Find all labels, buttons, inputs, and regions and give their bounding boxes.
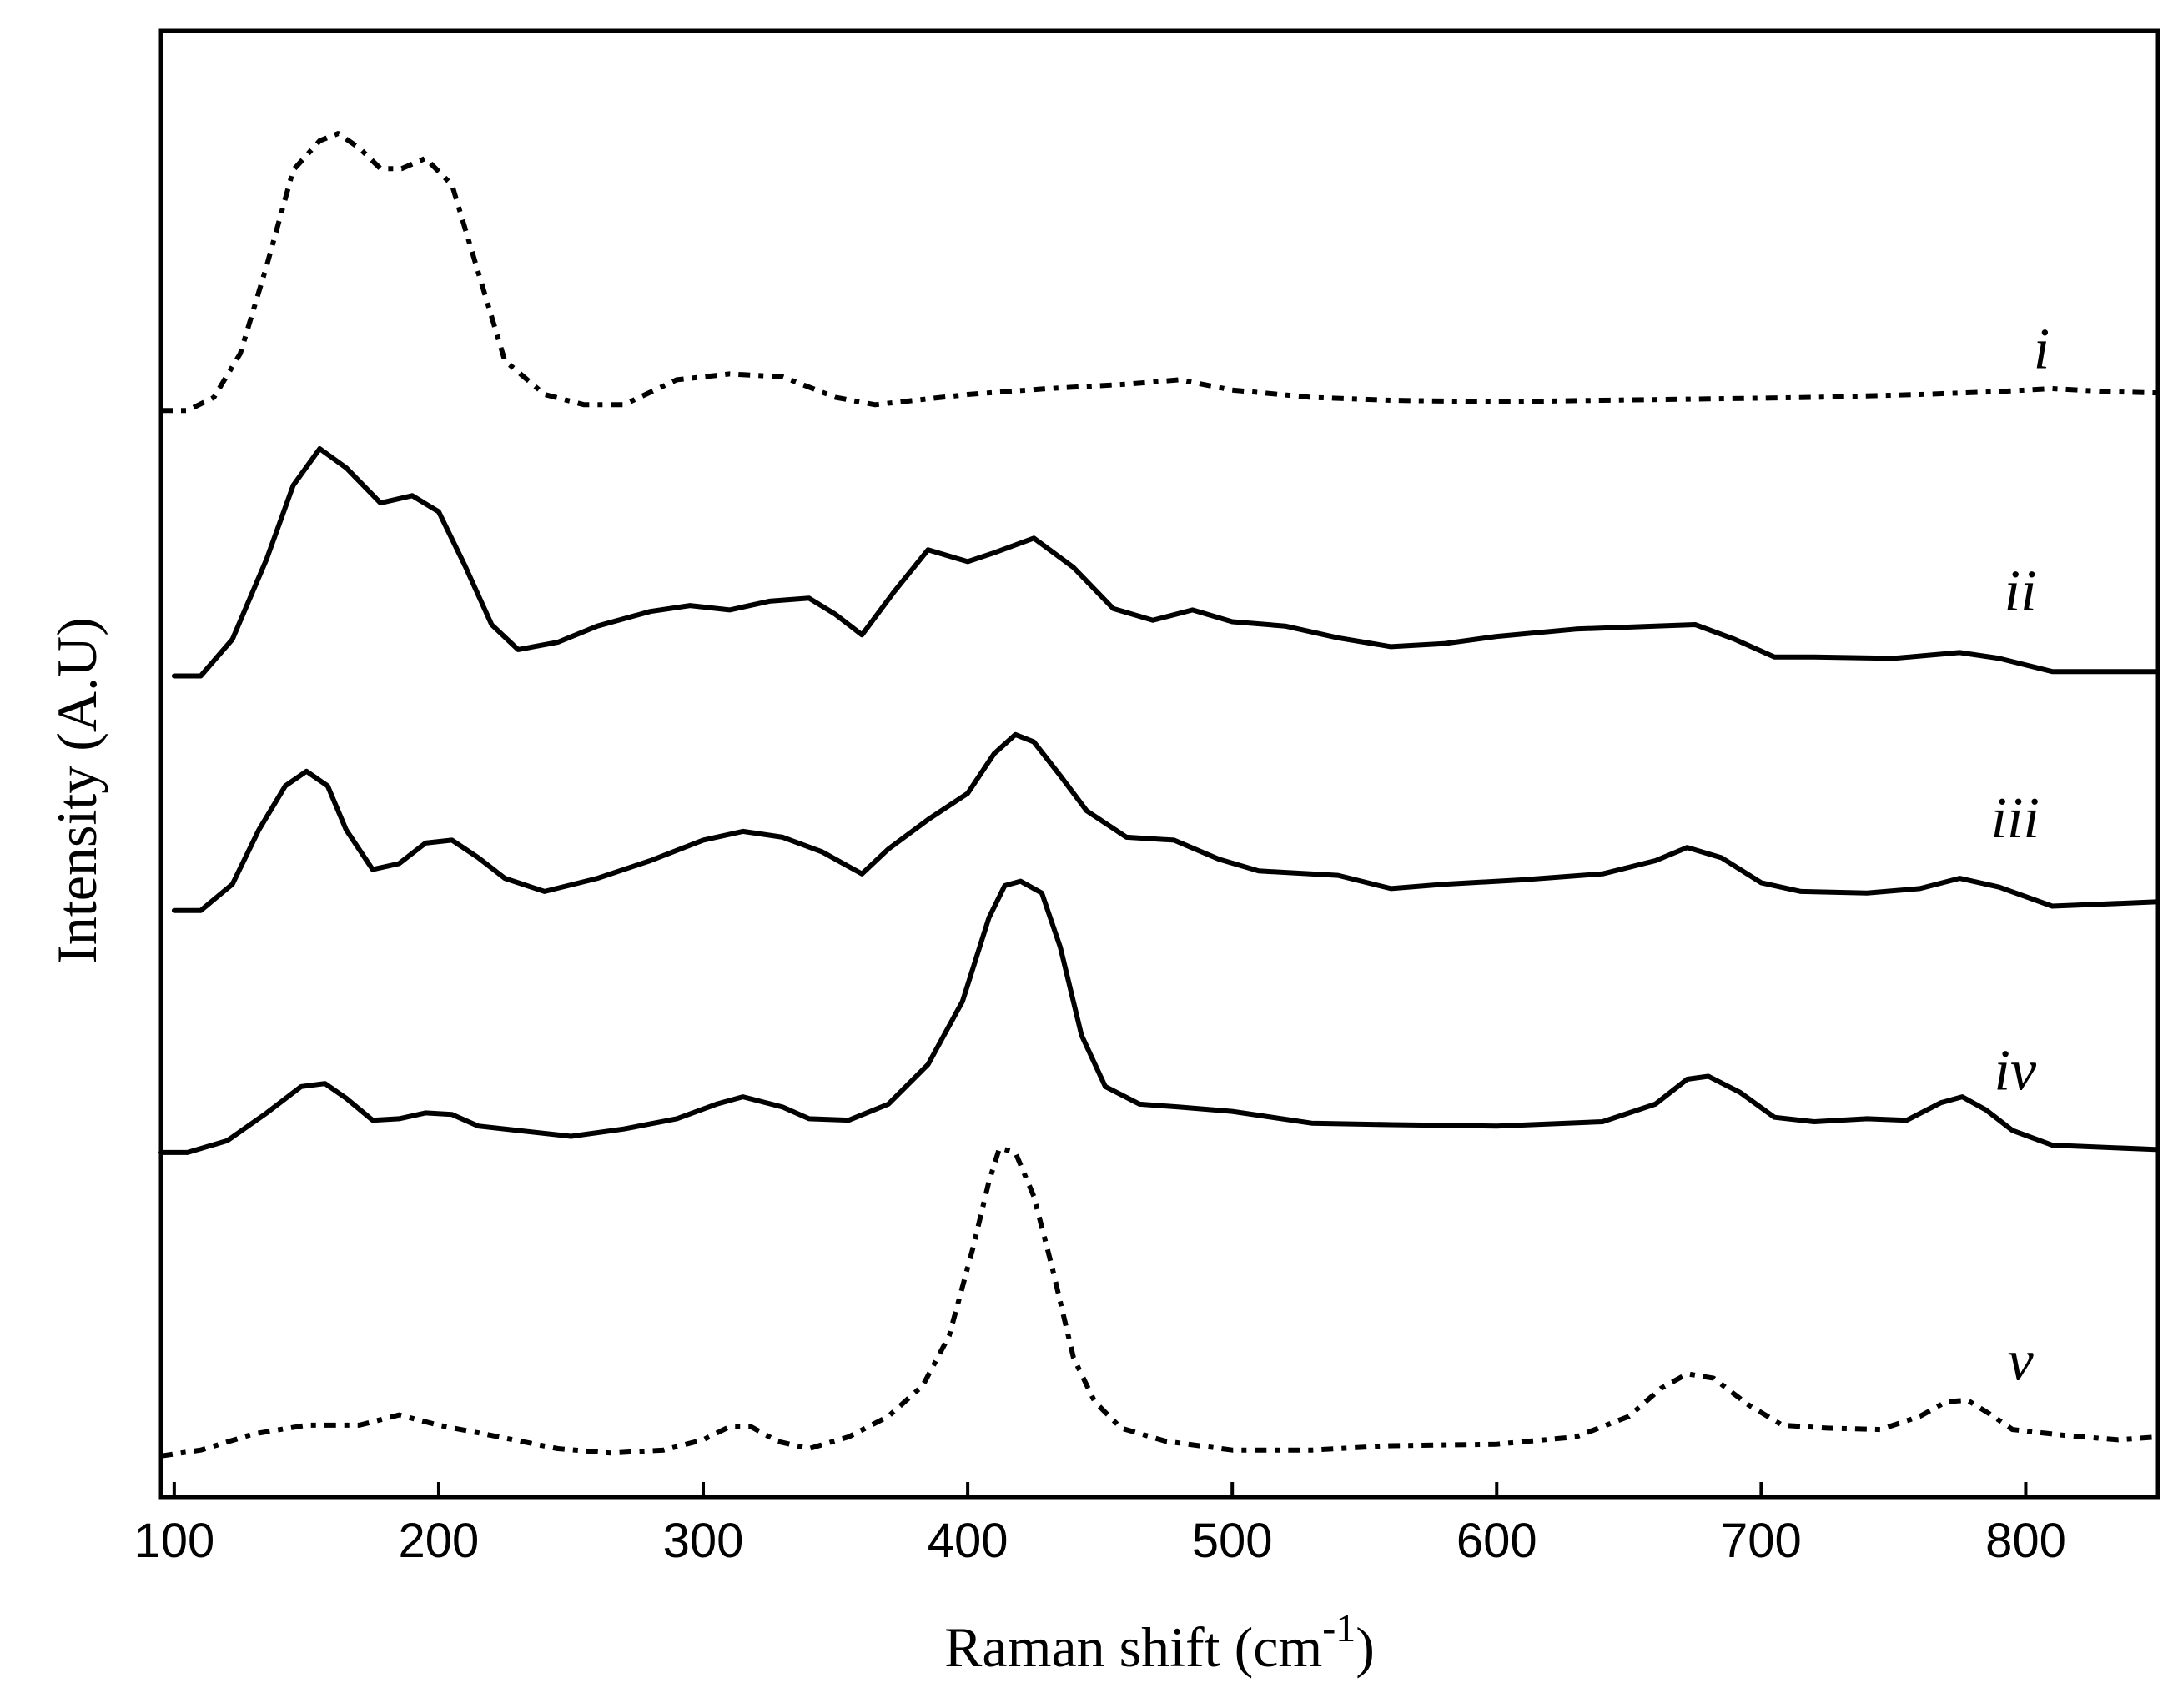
series-line-iv [158, 878, 2160, 1155]
x-axis-title-close: ) [1356, 1615, 1375, 1679]
x-axis-title-text: Raman shift (cm [944, 1615, 1322, 1679]
series-line-i [161, 131, 2159, 414]
x-tick-label-200: 200 [399, 1514, 480, 1568]
x-axis-title-superscript: -1 [1322, 1606, 1356, 1650]
x-axis-tick-labels: 100 200 300 400 500 600 700 800 [133, 1514, 2065, 1568]
series-line-ii [171, 446, 2160, 679]
series-label-iii: iii [1991, 786, 2040, 851]
x-axis-ticks [172, 1482, 2028, 1497]
x-tick-label-700: 700 [1721, 1514, 1802, 1568]
y-axis-title: Intensity (A.U) [45, 617, 108, 963]
series-line-iii [171, 731, 2160, 913]
series-line-v [160, 1145, 2159, 1459]
x-tick-label-800: 800 [1985, 1514, 2066, 1568]
x-tick-label-400: 400 [928, 1514, 1009, 1568]
x-tick-label-300: 300 [663, 1514, 744, 1568]
x-tick-label-500: 500 [1192, 1514, 1273, 1568]
series-label-i: i [2034, 317, 2050, 381]
series-label-iv: iv [1994, 1038, 2037, 1103]
x-tick-label-100: 100 [133, 1514, 214, 1568]
plot-frame [158, 28, 2160, 1500]
series-label-v: v [2008, 1329, 2035, 1393]
x-axis-title: Raman shift (cm-1) [944, 1606, 1375, 1679]
series-label-ii: ii [2004, 559, 2037, 623]
spectra-series [158, 131, 2160, 1459]
x-tick-label-600: 600 [1456, 1514, 1537, 1568]
